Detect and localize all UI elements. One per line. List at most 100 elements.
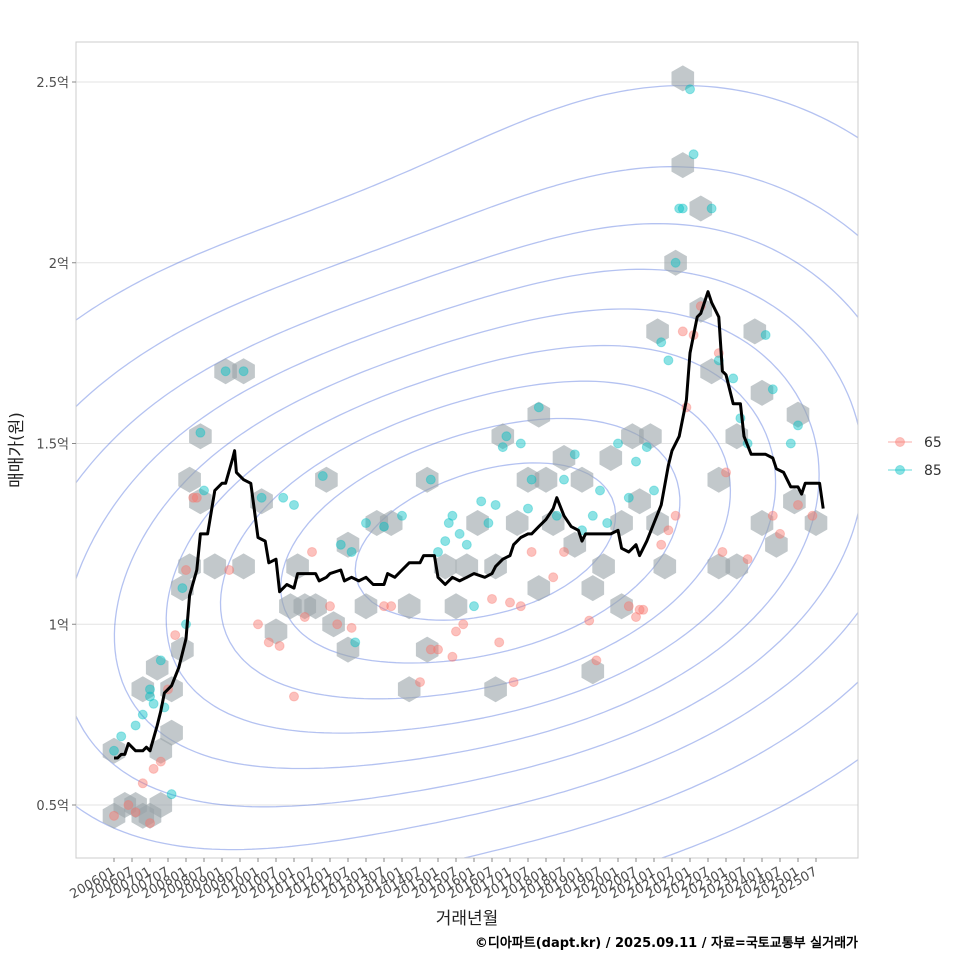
scatter-point-85 xyxy=(335,539,346,550)
scatter-point-65 xyxy=(458,619,469,630)
hexbin-cell xyxy=(527,401,551,428)
scatter-point-65 xyxy=(386,601,397,612)
hexbin-cell xyxy=(700,358,723,385)
scatter-point-85 xyxy=(515,438,526,449)
y-axis-title: 매매가(원) xyxy=(7,412,27,488)
scatter-point-65 xyxy=(346,622,357,633)
scatter-point-65 xyxy=(677,326,688,337)
panel-border xyxy=(75,41,859,859)
hexbin-cell xyxy=(671,65,695,92)
scatter-point-65 xyxy=(332,619,343,630)
scatter-point-85 xyxy=(361,518,371,529)
scatter-point-65 xyxy=(717,546,728,557)
hexbin-cell xyxy=(131,676,155,703)
scatter-point-65 xyxy=(508,677,519,688)
scatter-point-65 xyxy=(623,601,634,612)
hexbin-cell xyxy=(264,618,288,645)
scatter-point-65 xyxy=(191,492,202,503)
scatter-point-65 xyxy=(775,528,785,539)
scatter-point-85 xyxy=(145,684,155,695)
scatter-point-85 xyxy=(166,789,177,800)
hexbin-cell xyxy=(171,575,194,602)
scatter-point-85 xyxy=(688,149,699,160)
scatter-point-85 xyxy=(447,510,458,521)
hexbin-cell xyxy=(599,445,623,471)
hexbin-cell xyxy=(628,488,651,515)
y-tick-label: 1.5억 xyxy=(36,438,69,453)
scatter-point-85 xyxy=(177,583,188,594)
scatter-point-65 xyxy=(515,601,526,612)
scatter-point-85 xyxy=(523,503,533,514)
scatter-points xyxy=(109,84,818,829)
hexbin-cell xyxy=(232,358,255,385)
hexbin-cell xyxy=(750,510,774,536)
scatter-point-85 xyxy=(379,521,389,532)
hexbin-cell xyxy=(750,379,774,406)
scatter-point-85 xyxy=(728,373,739,384)
hexbin-cell xyxy=(725,553,749,580)
hexbin-cell xyxy=(466,510,489,536)
hexbin-cell xyxy=(145,654,169,681)
scatter-point-65 xyxy=(447,651,458,662)
hexbin-cell xyxy=(664,249,687,276)
hexbin-cell xyxy=(646,318,669,345)
hexbin-cell xyxy=(160,676,183,703)
scatter-point-85 xyxy=(533,402,544,413)
scatter-point-65 xyxy=(123,800,134,810)
hexbin-cell xyxy=(397,593,421,620)
scatter-point-85 xyxy=(425,474,436,485)
hexbin-cell xyxy=(250,488,273,515)
scatter-point-65 xyxy=(325,601,335,612)
scatter-point-85 xyxy=(551,510,562,521)
scatter-point-85 xyxy=(440,536,451,547)
hexbin-cell xyxy=(610,510,633,536)
scatter-point-85 xyxy=(454,528,465,539)
scatter-point-85 xyxy=(155,655,166,666)
scatter-point-85 xyxy=(350,637,361,648)
hexbin-cell xyxy=(639,423,662,450)
scatter-point-65 xyxy=(591,655,602,666)
hexbin-cell xyxy=(804,510,828,536)
scatter-point-85 xyxy=(199,485,209,496)
scatter-point-85 xyxy=(685,84,695,95)
density-contour-line xyxy=(113,308,820,770)
legend-label: 65 xyxy=(924,435,942,451)
hexbin-cell xyxy=(581,575,605,602)
scatter-point-65 xyxy=(181,565,191,576)
y-tick-label: 2.5억 xyxy=(36,76,69,91)
scatter-point-65 xyxy=(425,644,436,655)
scatter-point-85 xyxy=(278,492,289,503)
scatter-point-65 xyxy=(224,565,235,576)
legend-label: 85 xyxy=(924,463,942,479)
scatter-point-85 xyxy=(501,431,512,442)
scatter-point-65 xyxy=(505,597,515,608)
hexbin-cell xyxy=(304,593,327,620)
scatter-point-85 xyxy=(649,485,659,496)
scatter-point-85 xyxy=(469,601,479,612)
hexbin-cell xyxy=(315,466,338,493)
hexbin-cell xyxy=(570,466,594,493)
scatter-point-85 xyxy=(623,492,634,503)
scatter-point-65 xyxy=(559,546,569,557)
hexbin-cell xyxy=(160,719,183,746)
scatter-point-85 xyxy=(595,485,605,496)
scatter-point-85 xyxy=(195,427,206,438)
hexbin-cell xyxy=(765,531,788,558)
scatter-point-65 xyxy=(145,818,155,829)
scatter-point-65 xyxy=(379,601,389,612)
scatter-point-65 xyxy=(170,630,181,641)
scatter-point-85 xyxy=(238,366,249,377)
scatter-point-85 xyxy=(559,474,569,485)
hexbin-cell xyxy=(783,488,806,515)
scatter-point-85 xyxy=(569,449,580,460)
hexbin-cell xyxy=(516,466,540,493)
scatter-point-65 xyxy=(415,677,425,688)
chart-caption: ©디아파트(dapt.kr) / 2025.09.11 / 자료=국토교통부 실… xyxy=(475,935,858,951)
scatter-point-65 xyxy=(526,546,537,557)
scatter-point-85 xyxy=(785,438,796,449)
scatter-point-65 xyxy=(137,778,148,789)
hexbin-cell xyxy=(203,553,227,580)
hexbin-cell xyxy=(397,676,421,703)
scatter-point-85 xyxy=(641,442,652,453)
scatter-point-65 xyxy=(109,810,119,821)
